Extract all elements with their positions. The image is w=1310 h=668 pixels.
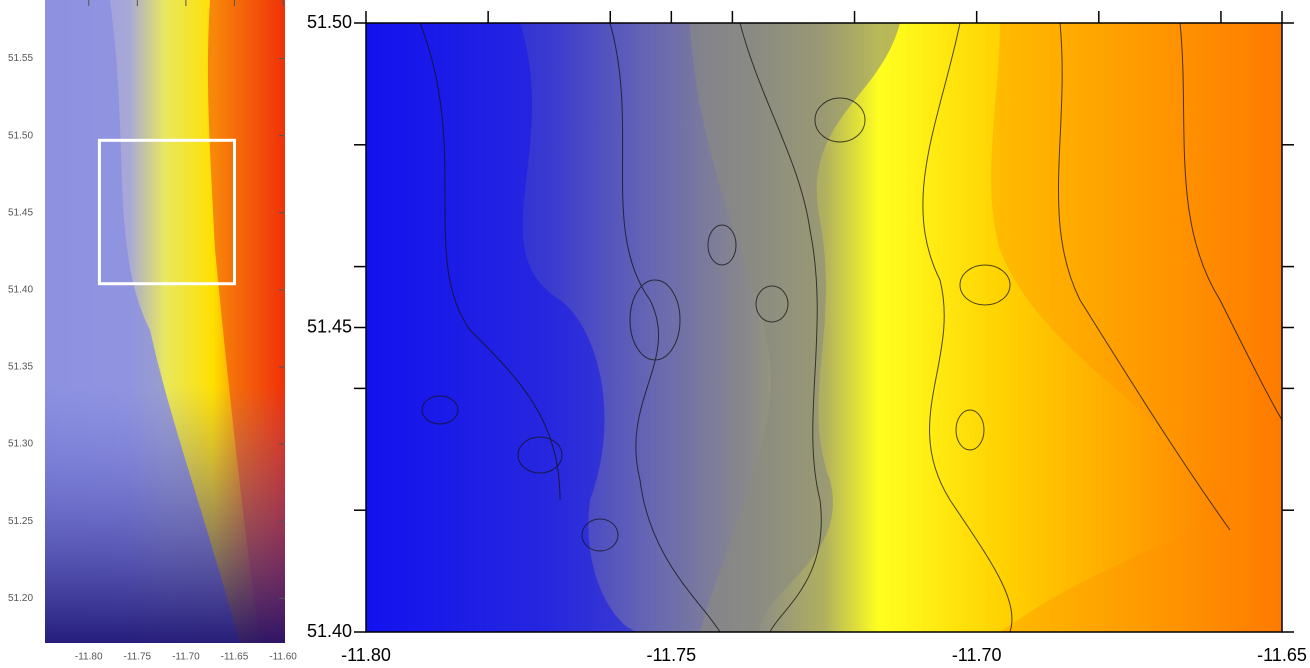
x-tick-label: -11.75 <box>646 645 696 665</box>
x-tick-label: -11.75 <box>123 652 151 663</box>
figure: -11.80 -11.75 -11.70 -11.65 -11.60 51.55 51.50… <box>0 0 1310 668</box>
y-tick-label: 51.25 <box>8 516 33 527</box>
x-tick-label: -11.70 <box>172 652 200 663</box>
inset-image <box>45 0 285 643</box>
y-tick-label: 51.40 <box>307 621 352 641</box>
main-image <box>366 23 1282 632</box>
y-tick-label: 51.50 <box>307 12 352 32</box>
y-tick-label: 51.50 <box>8 130 33 141</box>
x-tick-label: -11.80 <box>75 652 103 663</box>
x-tick-label: -11.65 <box>221 652 249 663</box>
y-tick-label: 51.45 <box>307 316 352 336</box>
page: -11.80 -11.75 -11.70 -11.65 -11.60 51.55 51.50… <box>0 0 1310 668</box>
y-tick-label: 51.20 <box>8 593 33 604</box>
x-tick-label: -11.60 <box>269 652 297 663</box>
y-tick-label: 51.40 <box>8 285 33 296</box>
y-tick-label: 51.35 <box>8 362 33 373</box>
y-tick-label: 51.30 <box>8 439 33 450</box>
x-tick-label: -11.70 <box>952 645 1002 665</box>
x-tick-label: -11.65 <box>1257 645 1307 665</box>
y-tick-label: 51.45 <box>8 207 33 218</box>
x-tick-label: -11.80 <box>341 645 391 665</box>
y-tick-label: 51.55 <box>8 53 33 64</box>
